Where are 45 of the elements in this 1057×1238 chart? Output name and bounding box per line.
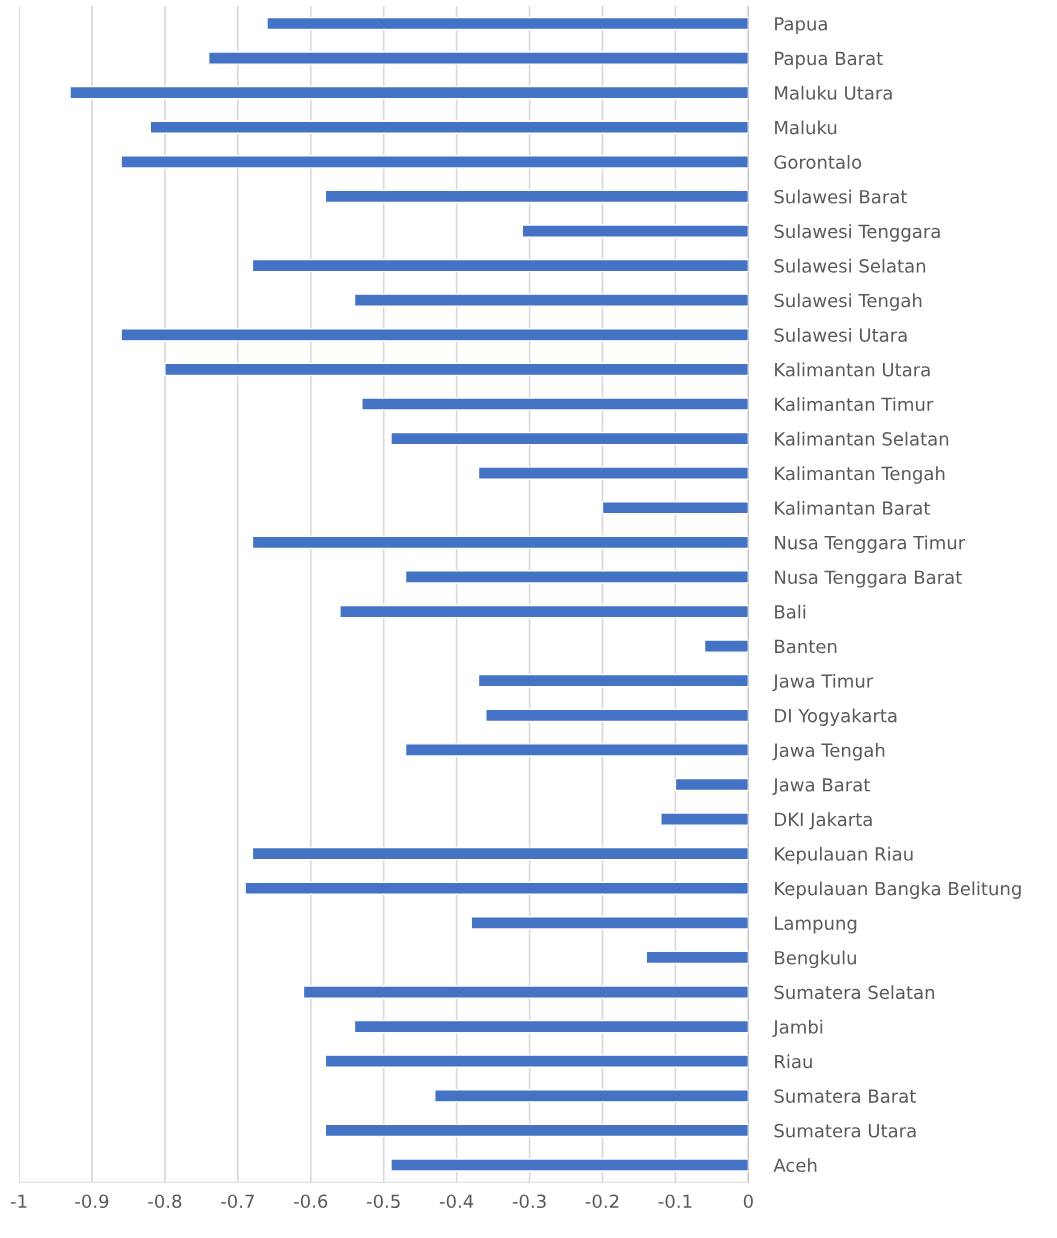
x-tick-label: -0.5 xyxy=(366,1194,400,1209)
y-tick-label: Jawa Barat xyxy=(772,778,870,795)
y-tick-label: Sulawesi Selatan xyxy=(774,258,926,273)
x-tick-label: -0.8 xyxy=(148,1194,182,1209)
y-tick-label: Maluku Utara xyxy=(775,85,892,100)
y-tick-label: Sulawesi Utara xyxy=(774,327,907,342)
x-tick-label: -1 xyxy=(10,1194,27,1208)
y-tick-label: Kepulauan Bangka Belitung xyxy=(775,881,1021,899)
x-tick-label: -0.4 xyxy=(439,1194,474,1209)
x-tick-label: -0.1 xyxy=(658,1194,692,1209)
y-tick-label: Lampung xyxy=(775,916,857,934)
y-tick-label: Sumatera Utara xyxy=(774,1123,916,1138)
x-tick-label: -0.7 xyxy=(221,1194,254,1209)
y-tick-label: Jawa Timur xyxy=(772,673,874,692)
y-tick-label: Gorontalo xyxy=(774,154,862,169)
y-tick-label: Riau xyxy=(775,1054,812,1069)
y-tick-label: DKI Jakarta xyxy=(775,812,872,830)
y-tick-label: Kalimantan Selatan xyxy=(775,431,949,446)
y-tick-label: Kalimantan Barat xyxy=(775,500,930,515)
y-tick-label: Banten xyxy=(775,639,837,654)
x-tick-label: -0.2 xyxy=(585,1194,619,1209)
y-tick-label: Sulawesi Barat xyxy=(774,189,907,204)
y-tick-label: Kalimantan Timur xyxy=(775,397,934,412)
y-tick-label: Maluku xyxy=(775,120,837,135)
y-tick-label: Bengkulu xyxy=(775,950,856,969)
x-tick-label: -0.9 xyxy=(75,1194,109,1209)
y-tick-label: Sulawesi Tengah xyxy=(774,293,922,311)
y-tick-label: Kalimantan Tengah xyxy=(775,466,945,484)
y-tick-label: Kalimantan Utara xyxy=(775,362,930,377)
y-tick-label: Aceh xyxy=(773,1158,817,1173)
y-tick-label: Sumatera Barat xyxy=(774,1089,916,1103)
y-tick-label: Sumatera Selatan xyxy=(774,985,935,1000)
y-tick-label: Jambi xyxy=(772,1019,823,1038)
y-tick-label: Nusa Tenggara Timur xyxy=(775,535,966,553)
x-tick-label: 0 xyxy=(743,1194,753,1209)
y-tick-label: Bali xyxy=(775,604,806,619)
y-tick-label: Jawa Tengah xyxy=(772,743,885,761)
y-tick-label: Kepulauan Riau xyxy=(775,846,913,865)
y-tick-label: Nusa Tenggara Barat xyxy=(775,570,962,588)
y-tick-label: Papua Barat xyxy=(775,51,883,69)
y-tick-label: DI Yogyakarta xyxy=(775,708,897,726)
y-tick-label: Sulawesi Tenggara xyxy=(774,224,940,242)
y-tick-label: Papua xyxy=(775,17,827,35)
x-tick-label: -0.3 xyxy=(512,1194,546,1209)
x-tick-label: -0.6 xyxy=(294,1194,328,1209)
